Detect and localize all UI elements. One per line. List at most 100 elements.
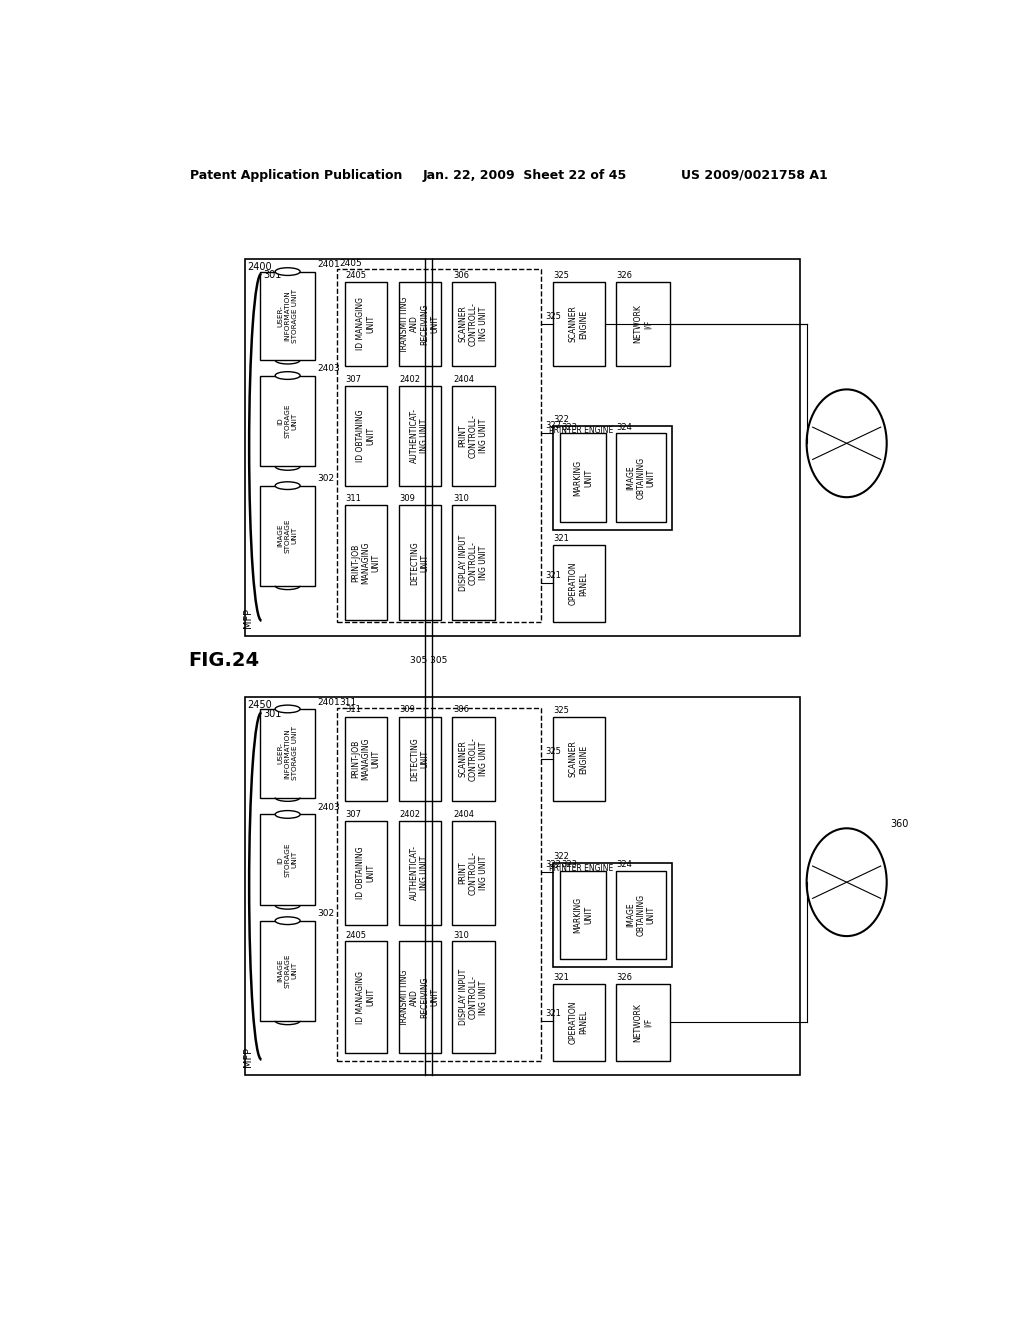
Text: DISPLAY INPUT
CONTROLL-
ING UNIT: DISPLAY INPUT CONTROLL- ING UNIT — [459, 969, 488, 1026]
Text: 309: 309 — [399, 495, 415, 503]
Text: SCANNER
CONTROLL-
ING UNIT: SCANNER CONTROLL- ING UNIT — [459, 302, 488, 346]
Ellipse shape — [275, 268, 300, 276]
Bar — [453, 385, 495, 486]
Text: 2402: 2402 — [399, 375, 420, 384]
Bar — [398, 717, 441, 801]
Bar — [560, 871, 606, 960]
Bar — [260, 486, 315, 586]
Ellipse shape — [275, 482, 300, 490]
Bar — [398, 506, 441, 620]
Bar — [615, 871, 666, 960]
Text: 2403: 2403 — [317, 803, 340, 812]
Text: ID MANAGING
UNIT: ID MANAGING UNIT — [356, 970, 376, 1024]
Bar — [345, 941, 387, 1053]
Text: 323: 323 — [561, 422, 577, 432]
Text: MFP: MFP — [244, 609, 253, 628]
Bar — [398, 385, 441, 486]
Bar — [560, 433, 606, 521]
Text: 325: 325 — [553, 271, 569, 280]
Text: 309: 309 — [399, 705, 415, 714]
Bar — [398, 821, 441, 924]
Bar — [453, 821, 495, 924]
Text: 301: 301 — [263, 271, 282, 280]
Bar — [453, 281, 495, 367]
Bar — [453, 506, 495, 620]
Text: 322: 322 — [553, 414, 569, 424]
Text: 321: 321 — [545, 1008, 561, 1018]
Text: 321: 321 — [545, 572, 561, 581]
Bar — [615, 433, 666, 521]
Text: 311: 311 — [345, 705, 361, 714]
Text: USER-
INFORMATION
STORAGE UNIT: USER- INFORMATION STORAGE UNIT — [278, 726, 298, 780]
Text: 307: 307 — [345, 810, 361, 818]
Bar — [345, 506, 387, 620]
Ellipse shape — [275, 705, 300, 713]
Text: 2401: 2401 — [317, 260, 340, 269]
Text: 2405: 2405 — [345, 931, 367, 940]
Text: 325: 325 — [553, 706, 569, 715]
Text: US 2009/0021758 A1: US 2009/0021758 A1 — [681, 169, 827, 182]
Text: IMAGE
OBTAINING
UNIT: IMAGE OBTAINING UNIT — [626, 894, 655, 936]
Text: 321: 321 — [553, 535, 569, 544]
Text: IMAGE
STORAGE
UNIT: IMAGE STORAGE UNIT — [278, 519, 298, 553]
Text: 311: 311 — [345, 495, 361, 503]
Bar — [260, 272, 315, 360]
Bar — [453, 941, 495, 1053]
Text: 302: 302 — [317, 909, 335, 919]
Text: 326: 326 — [616, 973, 633, 982]
Text: OPERATION
PANEL: OPERATION PANEL — [569, 1001, 589, 1044]
Text: ID OBTAINING
UNIT: ID OBTAINING UNIT — [356, 409, 376, 462]
Text: MARKING
UNIT: MARKING UNIT — [573, 896, 593, 933]
Text: PRINT-JOB
MANAGING
UNIT: PRINT-JOB MANAGING UNIT — [351, 541, 381, 583]
Text: DETECTING
UNIT: DETECTING UNIT — [410, 541, 429, 585]
Text: 310: 310 — [454, 495, 469, 503]
Text: 360: 360 — [891, 820, 909, 829]
Text: 2405: 2405 — [339, 259, 361, 268]
Text: IMAGE
STORAGE
UNIT: IMAGE STORAGE UNIT — [278, 953, 298, 987]
Text: PRINTER ENGINE: PRINTER ENGINE — [549, 863, 613, 873]
Text: NETWORK
I/F: NETWORK I/F — [633, 305, 652, 343]
Bar — [553, 717, 605, 801]
Text: 2450: 2450 — [248, 701, 272, 710]
Text: 301: 301 — [263, 709, 282, 719]
Text: Jan. 22, 2009  Sheet 22 of 45: Jan. 22, 2009 Sheet 22 of 45 — [423, 169, 627, 182]
Text: 324: 324 — [616, 861, 632, 869]
Bar — [337, 269, 541, 622]
Text: 307: 307 — [345, 375, 361, 384]
Bar — [260, 814, 315, 906]
Ellipse shape — [275, 810, 300, 818]
Bar — [453, 717, 495, 801]
Text: AUTHENTICAT-
ING UNIT: AUTHENTICAT- ING UNIT — [410, 408, 429, 463]
Bar — [345, 717, 387, 801]
Text: 325: 325 — [545, 312, 561, 321]
Text: 2404: 2404 — [454, 810, 474, 818]
Text: TRANSMITTING
AND
RECEIVING
UNIT: TRANSMITTING AND RECEIVING UNIT — [399, 296, 439, 352]
Text: 2403: 2403 — [317, 364, 340, 374]
Bar — [553, 983, 605, 1061]
Text: ID MANAGING
UNIT: ID MANAGING UNIT — [356, 297, 376, 350]
Text: 306: 306 — [454, 271, 469, 280]
Text: SCANNER
ENGINE: SCANNER ENGINE — [569, 741, 589, 777]
Bar — [245, 697, 801, 1074]
Text: ID OBTAINING
UNIT: ID OBTAINING UNIT — [356, 846, 376, 899]
Text: SCANNER
ENGINE: SCANNER ENGINE — [569, 305, 589, 342]
Text: Patent Application Publication: Patent Application Publication — [189, 169, 402, 182]
Text: PRINT-JOB
MANAGING
UNIT: PRINT-JOB MANAGING UNIT — [351, 738, 381, 780]
Text: MARKING
UNIT: MARKING UNIT — [573, 459, 593, 495]
Text: 2404: 2404 — [454, 375, 474, 384]
Text: OPERATION
PANEL: OPERATION PANEL — [569, 562, 589, 605]
Text: MFP: MFP — [244, 1047, 253, 1067]
Text: DETECTING
UNIT: DETECTING UNIT — [410, 737, 429, 781]
Text: PRINT
CONTROLL-
ING UNIT: PRINT CONTROLL- ING UNIT — [459, 850, 488, 895]
Text: USER-
INFORMATION
STORAGE UNIT: USER- INFORMATION STORAGE UNIT — [278, 289, 298, 343]
Text: 323: 323 — [561, 861, 577, 869]
Text: 321: 321 — [553, 973, 569, 982]
Bar — [260, 709, 315, 797]
Text: PRINT
CONTROLL-
ING UNIT: PRINT CONTROLL- ING UNIT — [459, 413, 488, 458]
Text: FIG.24: FIG.24 — [188, 651, 259, 671]
Text: DISPLAY INPUT
CONTROLL-
ING UNIT: DISPLAY INPUT CONTROLL- ING UNIT — [459, 535, 488, 591]
Bar — [345, 385, 387, 486]
Text: 306: 306 — [454, 705, 469, 714]
Text: ID
STORAGE
UNIT: ID STORAGE UNIT — [278, 404, 298, 438]
Text: TRANSMITTING
AND
RECEIVING
UNIT: TRANSMITTING AND RECEIVING UNIT — [399, 969, 439, 1026]
